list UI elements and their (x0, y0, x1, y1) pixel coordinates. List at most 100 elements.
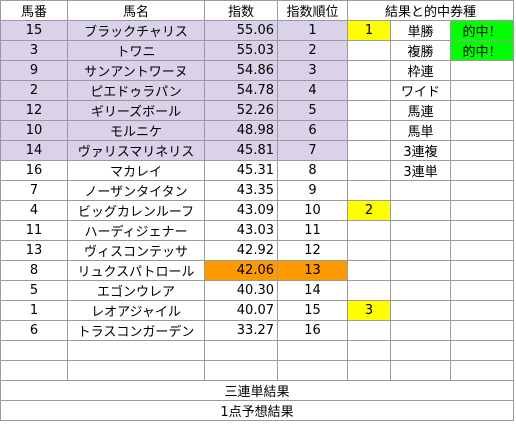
header-junni[interactable]: 指数順位 (277, 0, 348, 21)
cell-junni[interactable]: 10 (277, 200, 348, 221)
cell-bet-type[interactable]: 3連複 (390, 140, 451, 161)
header-bamei[interactable]: 馬名 (67, 0, 205, 21)
header-kekka[interactable]: 結果と的中券種 (347, 0, 514, 21)
cell-bamei[interactable]: ピエドゥラパン (67, 80, 205, 101)
cell-hit[interactable] (450, 60, 514, 81)
cell-bet-type[interactable]: 馬連 (390, 100, 451, 121)
cell-bamei[interactable]: モルニケ (67, 120, 205, 141)
cell-hit[interactable]: 的中！ (450, 40, 514, 61)
cell-hit[interactable] (450, 300, 514, 321)
cell-shisu[interactable]: 48.98 (204, 120, 278, 141)
cell-bet-type[interactable] (390, 280, 451, 301)
cell-hit[interactable] (450, 260, 514, 281)
cell-place[interactable] (347, 320, 391, 341)
cell-bamei[interactable]: レオアジャイル (67, 300, 205, 321)
cell-umaban[interactable]: 2 (0, 80, 68, 101)
cell-bet-type[interactable] (390, 320, 451, 341)
sanrentan-result-label[interactable]: 三連単結果 (0, 380, 514, 401)
cell-junni[interactable]: 5 (277, 100, 348, 121)
cell-umaban[interactable]: 16 (0, 160, 68, 181)
cell-hit[interactable] (450, 140, 514, 161)
cell-bet-type[interactable]: 馬単 (390, 120, 451, 141)
cell-shisu[interactable]: 42.92 (204, 240, 278, 261)
cell-shisu[interactable]: 54.86 (204, 60, 278, 81)
cell-bet-type[interactable] (390, 180, 451, 201)
itten-yosou-result-label[interactable]: 1点予想結果 (0, 400, 514, 421)
cell-umaban[interactable]: 15 (0, 20, 68, 41)
cell-shisu[interactable]: 45.31 (204, 160, 278, 181)
cell-bet-type[interactable] (390, 240, 451, 261)
cell-hit[interactable] (450, 200, 514, 221)
cell-bamei[interactable]: トラスコンガーデン (67, 320, 205, 341)
cell-hit[interactable] (450, 360, 514, 381)
cell-place[interactable] (347, 180, 391, 201)
cell-junni[interactable] (277, 340, 348, 361)
cell-place[interactable]: 3 (347, 300, 391, 321)
cell-hit[interactable] (450, 280, 514, 301)
cell-bamei[interactable]: サンアントワーヌ (67, 60, 205, 81)
cell-junni[interactable]: 12 (277, 240, 348, 261)
cell-umaban[interactable]: 13 (0, 240, 68, 261)
cell-junni[interactable]: 8 (277, 160, 348, 181)
cell-junni[interactable]: 13 (277, 260, 348, 281)
cell-hit[interactable] (450, 120, 514, 141)
cell-hit[interactable]: 的中！ (450, 20, 514, 41)
cell-shisu[interactable]: 40.30 (204, 280, 278, 301)
cell-hit[interactable] (450, 220, 514, 241)
cell-bet-type[interactable] (390, 260, 451, 281)
cell-place[interactable] (347, 80, 391, 101)
cell-junni[interactable]: 11 (277, 220, 348, 241)
cell-hit[interactable] (450, 320, 514, 341)
cell-bet-type[interactable]: 枠連 (390, 60, 451, 81)
cell-bamei[interactable]: トワニ (67, 40, 205, 61)
cell-place[interactable] (347, 60, 391, 81)
cell-bamei[interactable]: マカレイ (67, 160, 205, 181)
cell-bamei[interactable]: エゴンウレア (67, 280, 205, 301)
cell-shisu[interactable]: 42.06 (204, 260, 278, 281)
cell-place[interactable] (347, 260, 391, 281)
cell-shisu[interactable]: 43.35 (204, 180, 278, 201)
cell-junni[interactable]: 3 (277, 60, 348, 81)
cell-place[interactable]: 2 (347, 200, 391, 221)
cell-umaban[interactable]: 10 (0, 120, 68, 141)
cell-junni[interactable]: 15 (277, 300, 348, 321)
cell-shisu[interactable]: 54.78 (204, 80, 278, 101)
cell-place[interactable] (347, 360, 391, 381)
cell-umaban[interactable]: 4 (0, 200, 68, 221)
cell-junni[interactable]: 9 (277, 180, 348, 201)
cell-junni[interactable]: 7 (277, 140, 348, 161)
cell-umaban[interactable] (0, 340, 68, 361)
cell-bet-type[interactable] (390, 360, 451, 381)
cell-bet-type[interactable] (390, 220, 451, 241)
cell-place[interactable] (347, 100, 391, 121)
cell-umaban[interactable]: 11 (0, 220, 68, 241)
cell-place[interactable] (347, 280, 391, 301)
cell-shisu[interactable]: 55.03 (204, 40, 278, 61)
cell-umaban[interactable]: 3 (0, 40, 68, 61)
cell-hit[interactable] (450, 340, 514, 361)
cell-junni[interactable]: 16 (277, 320, 348, 341)
cell-bamei[interactable]: ヴァリスマリネリス (67, 140, 205, 161)
cell-bamei[interactable] (67, 340, 205, 361)
cell-umaban[interactable]: 8 (0, 260, 68, 281)
cell-umaban[interactable]: 9 (0, 60, 68, 81)
cell-bet-type[interactable]: ワイド (390, 80, 451, 101)
cell-umaban[interactable]: 6 (0, 320, 68, 341)
cell-hit[interactable] (450, 240, 514, 261)
cell-bet-type[interactable] (390, 340, 451, 361)
cell-bamei[interactable]: ブラックチャリス (67, 20, 205, 41)
cell-shisu[interactable]: 33.27 (204, 320, 278, 341)
cell-bamei[interactable]: リュクスパトロール (67, 260, 205, 281)
cell-hit[interactable] (450, 100, 514, 121)
cell-place[interactable] (347, 240, 391, 261)
cell-hit[interactable] (450, 180, 514, 201)
cell-bet-type[interactable] (390, 300, 451, 321)
cell-bet-type[interactable]: 3連単 (390, 160, 451, 181)
cell-place[interactable] (347, 160, 391, 181)
cell-place[interactable] (347, 140, 391, 161)
cell-bet-type[interactable] (390, 200, 451, 221)
cell-junni[interactable]: 14 (277, 280, 348, 301)
cell-umaban[interactable] (0, 360, 68, 381)
cell-bamei[interactable]: ヴィスコンテッサ (67, 240, 205, 261)
cell-place[interactable] (347, 220, 391, 241)
